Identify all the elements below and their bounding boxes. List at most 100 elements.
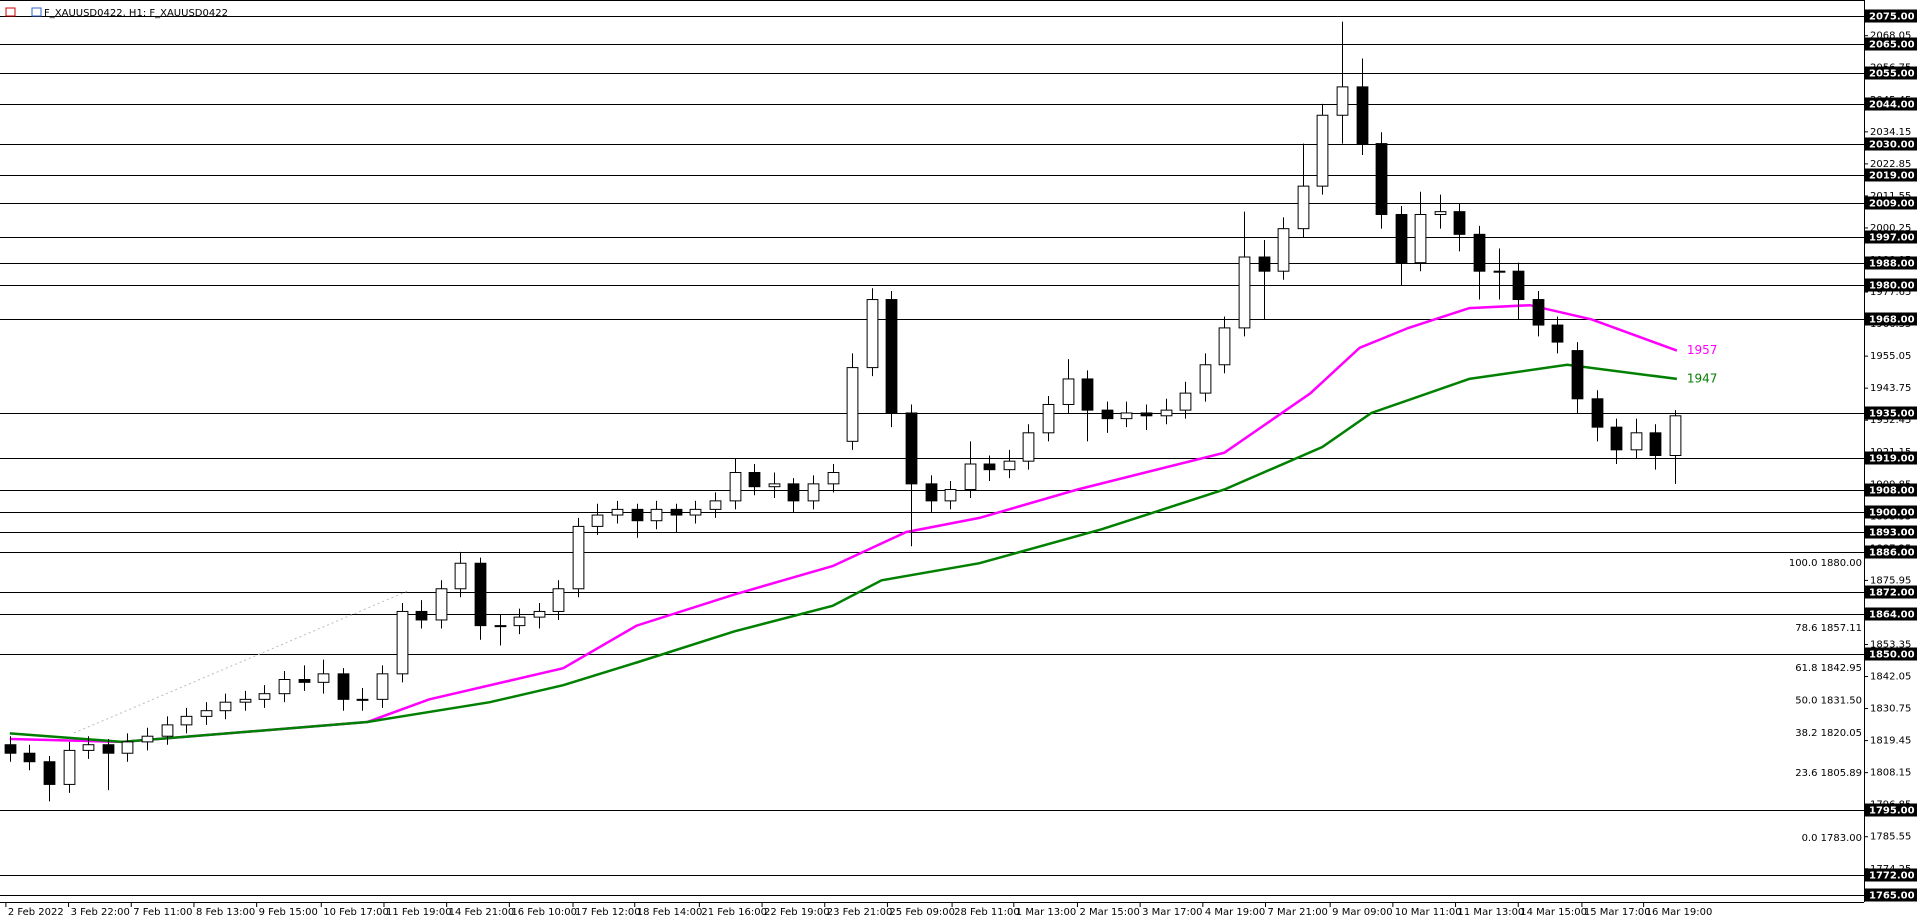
y-tick-label: 2000.25 bbox=[1870, 223, 1911, 234]
candle-body bbox=[239, 698, 252, 703]
candle-body bbox=[1160, 409, 1173, 417]
level-label-box bbox=[1865, 66, 1917, 80]
moving-average bbox=[9, 363, 1678, 744]
level-label: 1997.00 bbox=[1869, 233, 1915, 244]
level-label: 2044.00 bbox=[1869, 100, 1915, 111]
candle-body bbox=[1453, 211, 1466, 235]
candle-body bbox=[102, 744, 115, 754]
candle-body bbox=[689, 508, 702, 516]
level-label: 2030.00 bbox=[1869, 140, 1915, 151]
candle-body bbox=[1375, 143, 1388, 215]
candle-body bbox=[944, 489, 957, 502]
level-label: 1886.00 bbox=[1869, 548, 1915, 559]
y-tick-label: 2034.15 bbox=[1870, 127, 1911, 138]
candle-body bbox=[415, 610, 428, 621]
candle-body bbox=[1022, 432, 1035, 462]
x-tick-label: 7 Mar 21:00 bbox=[1268, 907, 1328, 918]
candle-body bbox=[161, 724, 174, 737]
candle-body bbox=[43, 761, 56, 785]
level-label: 1772.00 bbox=[1869, 871, 1915, 882]
candle-body bbox=[866, 299, 879, 369]
candle-body bbox=[1414, 213, 1427, 264]
candle-body bbox=[1218, 327, 1231, 366]
ma-label: 1947 bbox=[1687, 371, 1718, 385]
candle-body bbox=[846, 367, 859, 442]
candle-body bbox=[454, 562, 467, 590]
candle-body bbox=[787, 483, 800, 502]
level-label-box bbox=[1865, 9, 1917, 23]
ma-label: 1957 bbox=[1687, 343, 1718, 357]
y-tick-label: 1808.15 bbox=[1870, 768, 1911, 779]
y-tick-label: 2011.55 bbox=[1870, 191, 1911, 202]
level-label-box bbox=[1865, 505, 1917, 519]
candle-body bbox=[807, 483, 820, 502]
candle-body bbox=[670, 508, 683, 516]
candle-body bbox=[356, 698, 369, 701]
fib-label: 38.2 1820.05 bbox=[1795, 728, 1862, 739]
level-label-box bbox=[1865, 406, 1917, 420]
level-label: 1872.00 bbox=[1869, 588, 1915, 599]
level-label-box bbox=[1865, 278, 1917, 292]
x-tick-label: 10 Mar 11:00 bbox=[1395, 907, 1462, 918]
candle-body bbox=[1649, 432, 1662, 457]
y-tick-label: 1853.35 bbox=[1870, 639, 1911, 650]
candle-body bbox=[748, 472, 761, 488]
candle-body bbox=[180, 715, 193, 726]
y-tick-label: 1875.95 bbox=[1870, 575, 1911, 586]
x-tick-label: 9 Mar 09:00 bbox=[1332, 907, 1392, 918]
fib-label: 100.0 1880.00 bbox=[1789, 558, 1862, 569]
icon bbox=[31, 7, 42, 17]
candle-body bbox=[121, 741, 134, 754]
candle-body bbox=[905, 412, 918, 485]
candle-body bbox=[1591, 398, 1604, 428]
level-label: 1968.00 bbox=[1869, 315, 1915, 326]
x-tick-label: 2 Mar 15:00 bbox=[1079, 907, 1139, 918]
x-tick-label: 2 Feb 2022 bbox=[8, 907, 64, 918]
level-label: 1988.00 bbox=[1869, 259, 1915, 270]
x-tick-label: 10 Feb 17:00 bbox=[323, 907, 389, 918]
level-label-box bbox=[1865, 803, 1917, 817]
level-label: 1900.00 bbox=[1869, 508, 1915, 519]
fib-label: 23.6 1805.89 bbox=[1795, 768, 1862, 779]
candle-body bbox=[63, 749, 76, 785]
candle-body bbox=[827, 472, 840, 485]
level-label-box bbox=[1865, 37, 1917, 51]
x-tick-label: 3 Mar 17:00 bbox=[1142, 907, 1202, 918]
candle-body bbox=[768, 483, 781, 488]
candle-body bbox=[1277, 228, 1290, 272]
level-label-box bbox=[1865, 230, 1917, 244]
y-tick-label: 1819.45 bbox=[1870, 736, 1911, 747]
x-tick-label: 18 Feb 14:00 bbox=[637, 907, 703, 918]
level-label: 1850.00 bbox=[1869, 650, 1915, 661]
level-label: 1795.00 bbox=[1869, 806, 1915, 817]
candle-body bbox=[729, 472, 742, 502]
candle-body bbox=[885, 299, 898, 414]
candle-body bbox=[1081, 378, 1094, 411]
candle-body bbox=[513, 616, 526, 627]
fib-label: 0.0 1783.00 bbox=[1802, 833, 1862, 844]
level-label: 2019.00 bbox=[1869, 171, 1915, 182]
candle-body bbox=[1571, 350, 1584, 400]
candle-body bbox=[141, 735, 154, 743]
x-tick-label: 7 Feb 11:00 bbox=[133, 907, 192, 918]
candle-body bbox=[611, 508, 624, 516]
candle-body bbox=[1258, 256, 1271, 272]
x-tick-label: 8 Feb 13:00 bbox=[196, 907, 255, 918]
chart-title: F_XAUUSD0422, H1: F_XAUUSD0422 bbox=[44, 8, 228, 19]
candle-body bbox=[1551, 324, 1564, 343]
candle-body bbox=[591, 514, 604, 527]
x-tick-label: 14 Feb 21:00 bbox=[449, 907, 515, 918]
candle-body bbox=[983, 463, 996, 471]
trend-line bbox=[73, 589, 411, 734]
level-label-box bbox=[1865, 868, 1917, 882]
level-label-box bbox=[1865, 256, 1917, 270]
level-label: 1935.00 bbox=[1869, 409, 1915, 420]
candle-body bbox=[1003, 460, 1016, 471]
fib-label: 50.0 1831.50 bbox=[1795, 695, 1862, 706]
level-label-box bbox=[1865, 483, 1917, 497]
candle-body bbox=[1434, 211, 1447, 215]
x-tick-label: 22 Feb 19:00 bbox=[764, 907, 830, 918]
candle-body bbox=[1238, 256, 1251, 329]
